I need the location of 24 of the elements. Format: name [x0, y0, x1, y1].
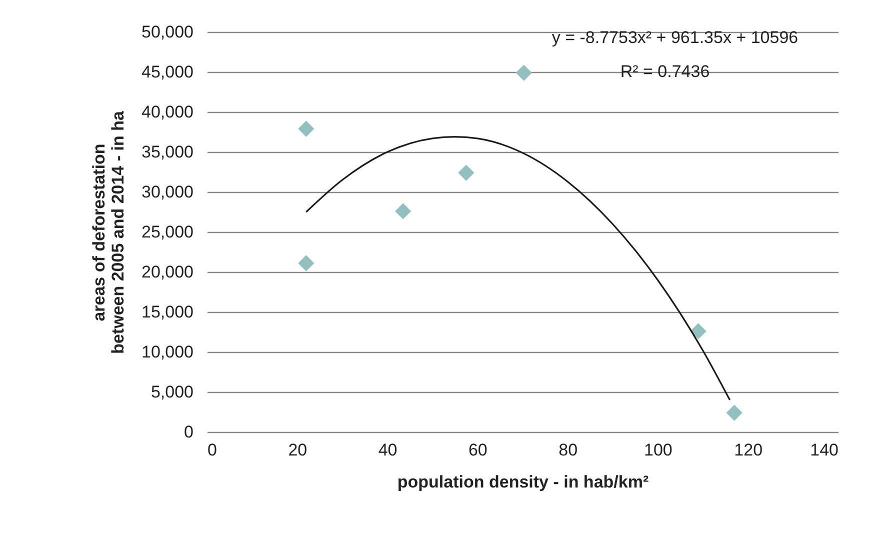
y-tick-label: 35,000: [142, 142, 194, 162]
y-tick-label: 25,000: [142, 222, 194, 242]
x-tick-label: 80: [558, 440, 578, 460]
x-tick-label: 40: [378, 440, 398, 460]
y-tick-label: 5,000: [150, 382, 194, 402]
x-tick-label: 100: [644, 440, 672, 460]
y-tick-label: 0: [184, 422, 194, 442]
line-series: [305, 136, 731, 401]
x-axis-title: population density - in hab/km²: [397, 472, 649, 492]
y-axis-title: areas of deforestation between 2005 and 2014 - in ha: [90, 110, 128, 354]
y-tick-label: 30,000: [142, 182, 194, 202]
x-tick-label: 60: [468, 440, 488, 460]
y-tick-label: 20,000: [142, 262, 194, 282]
y-tick-label: 10,000: [142, 342, 194, 362]
x-tick-label: 120: [734, 440, 763, 460]
x-tick-label: 0: [208, 440, 217, 460]
y-tick-label: 40,000: [142, 102, 194, 122]
x-tick-label: 140: [810, 440, 838, 460]
annotation: R² = 0.7436: [620, 62, 710, 81]
annotation: y = -8.7753x² + 961.35x + 10596: [552, 28, 798, 47]
y-tick-label: 15,000: [142, 302, 194, 322]
y-tick-label: 45,000: [142, 62, 194, 82]
y-tick-label: 50,000: [142, 22, 194, 42]
x-tick-label: 20: [288, 440, 308, 460]
